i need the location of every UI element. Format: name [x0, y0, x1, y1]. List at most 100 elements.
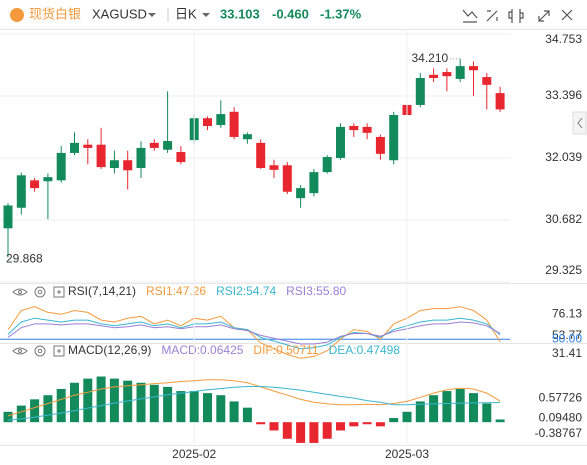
- tool-indicator[interactable]: [462, 9, 478, 23]
- candle-body: [296, 188, 306, 199]
- macd-bar: [16, 405, 26, 423]
- macd-bar: [282, 422, 292, 439]
- macd-bar: [242, 407, 252, 423]
- candle-body: [242, 134, 252, 140]
- y-tick-label: 50.00: [552, 331, 582, 345]
- y-tick-label: 34.753: [545, 32, 582, 46]
- candle-body: [136, 147, 146, 169]
- candle-body: [43, 177, 53, 182]
- macd-bar: [455, 388, 465, 423]
- candle-body: [30, 180, 40, 189]
- macd-bar: [83, 378, 93, 423]
- gear-icon[interactable]: [34, 345, 46, 357]
- macd-bar: [415, 401, 425, 423]
- macd-bar: [30, 399, 40, 423]
- macd-bar: [495, 419, 505, 423]
- candle-body: [109, 160, 119, 169]
- candle-body: [349, 125, 359, 131]
- macd-bar: [216, 395, 226, 423]
- macd-bar: [442, 391, 452, 423]
- collapse-arrow: [577, 117, 583, 129]
- indicator-line: [7, 306, 501, 359]
- eye-icon[interactable]: [12, 288, 28, 296]
- toggle-box[interactable]: [53, 286, 65, 298]
- candle-body: [495, 93, 505, 110]
- macd-bar: [389, 418, 399, 423]
- candle-body: [389, 115, 399, 161]
- candle-body: [469, 66, 478, 71]
- symbol[interactable]: XAGUSD: [92, 6, 147, 21]
- candle-body: [322, 157, 332, 173]
- eye-icon[interactable]: [12, 347, 28, 355]
- candle-body: [455, 66, 465, 79]
- candle-body: [216, 114, 226, 126]
- candle-body: [415, 77, 425, 105]
- y-tick-label: -0.38767: [535, 426, 583, 440]
- macd-bar: [309, 422, 319, 443]
- macd-bar: [203, 393, 212, 423]
- macd-bar: [229, 401, 239, 423]
- candle-body: [282, 165, 292, 192]
- macd-bar: [70, 382, 79, 423]
- legend-entry: DEA:0.47498: [329, 343, 401, 357]
- legend-entry: RSI1:47.26: [146, 284, 206, 298]
- candle-body: [96, 144, 106, 168]
- candle-body: [256, 142, 266, 169]
- tool-candle[interactable]: [508, 9, 524, 23]
- change: -0.460: [272, 6, 309, 21]
- candle-body: [482, 77, 492, 85]
- macd-bar: [56, 388, 66, 423]
- legend-entry: RSI2:54.74: [216, 284, 276, 298]
- legend-entry: DIF:0.50711: [253, 343, 318, 357]
- macd-bar: [256, 422, 266, 425]
- logo: [10, 8, 24, 22]
- candle-body: [149, 142, 159, 148]
- macd-bar: [362, 422, 372, 425]
- candle-body: [176, 152, 186, 163]
- gear-hub: [37, 348, 43, 354]
- annotation: 34.210: [411, 51, 448, 65]
- y-tick-label: 31.41: [552, 346, 582, 360]
- macd-bar: [269, 422, 279, 431]
- candle-body: [123, 160, 133, 171]
- eye-pupil: [18, 290, 22, 294]
- dropdown-caret[interactable]: [202, 13, 210, 17]
- macd-bar: [176, 391, 186, 423]
- indicator-line: [7, 386, 501, 421]
- macd-bar: [43, 395, 53, 423]
- x-tick-label: 2025-02: [172, 447, 216, 461]
- candle-body: [269, 165, 279, 170]
- macd-tools: [12, 345, 65, 357]
- indicator-line: [7, 321, 501, 345]
- toggle-plus: [57, 290, 61, 294]
- period[interactable]: 日K: [175, 6, 197, 21]
- tool-fullscreen[interactable]: [538, 10, 550, 22]
- y-tick-label: 30.682: [545, 212, 582, 226]
- candle-body: [375, 136, 385, 154]
- candle-body: [3, 205, 13, 229]
- collapse-button[interactable]: [572, 111, 587, 135]
- macd-bar: [336, 422, 345, 431]
- y-tick-label: 0.57726: [539, 390, 583, 404]
- candle-body: [336, 126, 345, 158]
- macd-bar: [149, 384, 159, 423]
- tool-draw[interactable]: [486, 10, 498, 22]
- eye-pupil: [18, 349, 22, 353]
- rsi-tools: [12, 286, 65, 298]
- macd-bar: [163, 386, 173, 423]
- macd-bar: [482, 403, 492, 423]
- macd-bar: [349, 422, 359, 427]
- candle-body: [442, 72, 452, 77]
- gear-icon[interactable]: [34, 286, 46, 298]
- macd-bar: [469, 393, 478, 423]
- indicator-line: [7, 379, 501, 417]
- macd-bar: [189, 391, 199, 423]
- dropdown-caret[interactable]: [148, 13, 156, 17]
- candle-body: [16, 175, 26, 208]
- y-tick-label: 53.77: [552, 328, 582, 342]
- tool-close[interactable]: [561, 9, 573, 21]
- indicator-title: RSI(7,14,21): [68, 284, 136, 298]
- toggle-box[interactable]: [53, 345, 65, 357]
- candle-body: [309, 172, 319, 194]
